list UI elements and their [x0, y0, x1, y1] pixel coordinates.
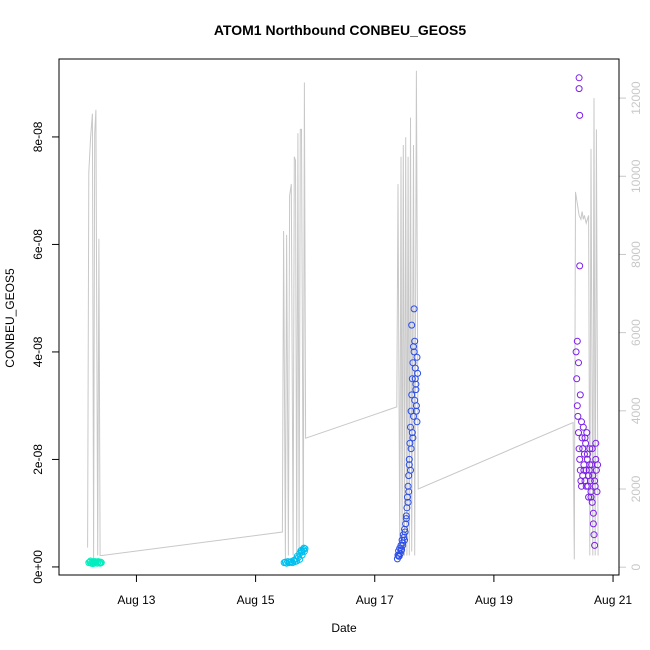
data-point-series-3	[413, 418, 421, 426]
data-point-series-3	[411, 337, 419, 345]
data-point-series-3	[401, 536, 408, 544]
data-point-series-3	[407, 445, 415, 453]
x-tick-label: Aug 21	[594, 593, 632, 607]
right-axis: 0 2000 4000 6000 8000 10000 12000	[618, 81, 643, 571]
data-point-series-4	[582, 439, 590, 447]
data-point-series-3	[412, 386, 420, 394]
y-tick-label: 2e-08	[31, 444, 45, 475]
data-point-series-2	[293, 557, 301, 565]
axes-layer: Aug 13 Aug 15 Aug 17 Aug 19 Aug 21 0e+00 2e-08…	[31, 121, 632, 607]
data-point-series-4	[591, 541, 599, 549]
data-point-series-4	[592, 439, 600, 447]
data-point-series-2	[300, 544, 308, 552]
chart-title: ATOM1 Northbound CONBEU_GEOS5	[214, 22, 466, 38]
data-point-series-3	[402, 512, 410, 520]
plot-frame	[58, 58, 620, 576]
data-point-series-4	[576, 262, 584, 270]
data-point-series-3	[405, 455, 413, 463]
altitude-series-layer	[87, 70, 599, 560]
data-point-series-4	[578, 434, 586, 442]
data-point-series-4	[586, 461, 594, 469]
data-point-series-1	[96, 559, 104, 567]
data-point-series-4	[585, 472, 593, 480]
data-point-series-4	[592, 455, 600, 463]
data-point-series-4	[589, 520, 597, 528]
data-point-series-3	[410, 305, 418, 313]
data-point-series-4	[575, 359, 582, 367]
data-points-layer	[85, 74, 602, 568]
data-point-series-3	[404, 498, 412, 506]
right-y-tick-label: 2000	[629, 475, 643, 502]
data-point-series-1	[89, 560, 97, 568]
y-axis-label: CONBEU_GEOS5	[3, 268, 17, 368]
data-point-series-4	[579, 445, 587, 453]
data-point-series-3	[410, 412, 417, 420]
data-point-series-3	[408, 321, 416, 329]
data-point-series-4	[576, 455, 584, 463]
data-point-series-4	[593, 488, 601, 496]
y-tick-label: 0e+00	[31, 550, 45, 584]
data-point-series-4	[576, 391, 584, 399]
y-tick-label: 8e-08	[31, 121, 45, 152]
data-point-series-4	[590, 531, 598, 539]
x-tick-label: Aug 19	[475, 593, 513, 607]
data-point-series-4	[573, 337, 581, 345]
data-point-series-3	[402, 520, 410, 528]
data-point-series-4	[573, 402, 581, 410]
altitude-line	[87, 70, 599, 560]
data-point-series-3	[408, 429, 416, 437]
data-point-series-3	[407, 466, 414, 474]
data-point-series-4	[575, 74, 583, 82]
right-y-tick-label: 4000	[629, 397, 643, 424]
data-point-series-4	[587, 493, 595, 501]
data-point-series-4	[575, 429, 582, 437]
data-point-series-3	[410, 348, 418, 356]
data-point-series-3	[402, 515, 410, 523]
data-point-series-4	[589, 509, 597, 517]
x-tick-label: Aug 17	[356, 593, 394, 607]
y-tick-label: 6e-08	[31, 229, 45, 260]
data-point-series-2	[298, 546, 305, 554]
data-point-series-3	[409, 434, 417, 442]
right-y-tick-label: 6000	[629, 319, 643, 346]
right-y-tick-label: 12000	[629, 81, 643, 115]
x-axis-label: Date	[331, 621, 357, 635]
data-point-series-3	[411, 396, 419, 404]
data-point-series-4	[573, 375, 581, 383]
data-point-series-4	[582, 482, 590, 490]
data-point-series-3	[401, 528, 409, 536]
x-tick-label: Aug 15	[237, 593, 275, 607]
right-y-tick-label: 8000	[629, 241, 643, 268]
data-point-series-3	[412, 407, 420, 415]
data-point-series-3	[404, 482, 412, 490]
data-point-series-4	[575, 445, 583, 453]
data-point-series-3	[408, 375, 416, 383]
y-tick-label: 4e-08	[31, 336, 45, 367]
data-point-series-3	[412, 380, 420, 388]
data-point-series-4	[583, 450, 591, 458]
data-point-series-4	[578, 418, 585, 426]
data-point-series-3	[411, 375, 419, 383]
data-point-series-4	[591, 477, 599, 485]
data-point-series-4	[588, 445, 596, 453]
data-point-series-2	[298, 551, 306, 559]
data-point-series-3	[405, 488, 413, 496]
data-point-series-4	[588, 498, 596, 506]
x-tick-label: Aug 13	[117, 593, 155, 607]
data-point-series-4	[574, 412, 582, 420]
data-point-series-4	[576, 111, 584, 119]
data-point-series-4	[572, 348, 580, 356]
data-point-series-4	[580, 466, 588, 474]
data-point-series-4	[575, 85, 583, 93]
data-point-series-4	[581, 434, 589, 442]
data-point-series-3	[408, 391, 416, 399]
right-y-tick-label: 10000	[629, 159, 643, 193]
data-point-series-3	[413, 353, 421, 361]
right-y-tick-label: 0	[629, 564, 643, 571]
